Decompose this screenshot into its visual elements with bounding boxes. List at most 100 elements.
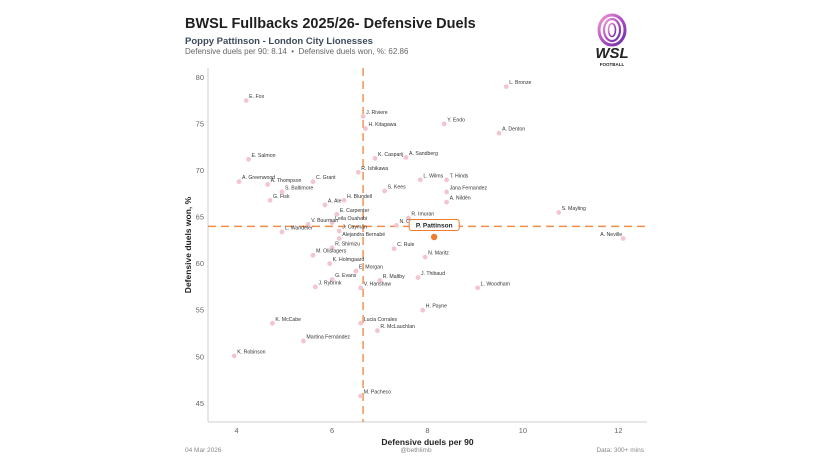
point-label: E. Fox [249,94,264,100]
data-point [358,320,364,326]
stat-separator: • [286,47,299,56]
x-tick-label: 12 [614,426,622,435]
point-label: G. Fisk [273,194,290,200]
stat-duels-won: Defensive duels won, %: 62.86 [298,47,409,56]
x-axis-label: Defensive duels per 90 [381,437,473,447]
point-label: H. Blundell [347,194,372,200]
point-label: L. Wilms [423,173,443,179]
data-point [279,229,285,235]
data-point [444,189,449,195]
point-label: R. Ishikawa [361,166,388,172]
data-point [503,84,509,90]
data-point [265,182,271,187]
point-label: Leila Ouahabi [335,216,367,222]
data-point [267,197,273,203]
data-point [358,285,364,291]
point-label: L. Bronze [509,80,531,86]
point-label: J. Thibaud [421,271,445,277]
y-tick-label: 65 [196,213,204,222]
data-point [231,353,237,359]
data-point [334,211,340,217]
data-point [406,215,411,221]
point-label: V. Hanshaw [364,281,392,287]
data-point [441,121,447,127]
data-point [353,268,359,274]
point-label: Martina Fernández [306,334,350,340]
point-label: N. Maritz [428,251,449,257]
data-point [377,278,383,283]
data-point [620,236,626,241]
point-label: Lucia Corrales [364,317,398,323]
data-point [556,209,562,215]
data-point [279,189,285,195]
data-point [322,202,328,208]
point-label: K. Casparij [378,152,403,158]
data-point [363,126,368,131]
player-stats: Defensive duels per 90: 8.14 • Defensive… [185,47,408,56]
point-label: J. Rybrink [318,280,341,286]
point-label: Jana Fernandez [450,185,488,191]
point-label: M. Olislagers [316,249,347,255]
data-point [243,98,249,104]
point-label: S. Kees [388,184,407,190]
point-label: Alejandra Bernabé [342,232,385,238]
data-point [372,155,378,161]
point-label: L. Wandeler [285,225,313,231]
chart-subtitle: Poppy Pattinson - London City Lionesses [185,36,373,47]
data-point [310,179,316,185]
data-point [358,393,364,399]
data-point [420,307,426,313]
data-point [422,254,428,260]
y-tick-label: 55 [196,306,204,315]
point-label: H. Payne [426,304,447,310]
y-tick-label: 80 [196,73,204,82]
highlight-point [430,233,438,241]
point-label: C. Rule [397,242,414,248]
point-label: R. Maltby [383,274,405,280]
point-label: A. Thompson [271,178,302,184]
chart-title: BWSL Fullbacks 2025/26- Defensive Duels [185,16,476,32]
data-point [382,188,387,194]
data-point [341,197,347,203]
point-label: H. Kitagawa [368,122,396,128]
data-point [336,228,342,234]
data-point [236,179,242,185]
point-label: A. Denton [502,127,525,133]
y-tick-label: 45 [196,399,204,408]
data-point [336,236,342,241]
footer-handle: @bethlimb [400,447,432,454]
data-point [415,275,421,281]
y-tick-label: 70 [196,166,204,175]
footer-note: Data: 300+ mins [596,447,644,454]
data-point [391,246,397,252]
point-label: K. Robinson [237,349,265,355]
data-point [403,155,409,160]
highlight-label-box [408,218,460,231]
x-tick-label: 10 [519,426,527,435]
footer-date: 04 Mar 2026 [185,447,222,454]
y-tick-label: 75 [196,119,204,128]
data-point [374,328,380,334]
data-point [310,252,316,258]
point-label: Y. Endo [447,117,465,123]
point-label: K. McCabe [275,317,301,323]
point-label: V. Buurman [311,218,338,224]
point-label: S. Baltimore [285,185,313,191]
point-label: K. Holmgaard [333,257,365,263]
y-tick-label: 50 [196,352,204,361]
point-label: R. McLauchlan [380,324,415,330]
point-label: T. Hinds [450,173,469,179]
logo-wordmark: WSL [595,45,628,62]
point-label: M. Pacheco [364,389,392,395]
data-point [417,177,423,183]
x-tick-label: 6 [330,426,334,435]
data-point [312,284,318,290]
data-point [329,220,335,226]
data-point [329,245,335,251]
point-label: G. Evans [335,273,357,279]
x-tick-label: 4 [235,426,239,435]
point-label: R. Shimizu [335,241,360,247]
point-label: A. Nildén [450,196,471,202]
highlight-label: P. Pattinson [416,222,453,229]
